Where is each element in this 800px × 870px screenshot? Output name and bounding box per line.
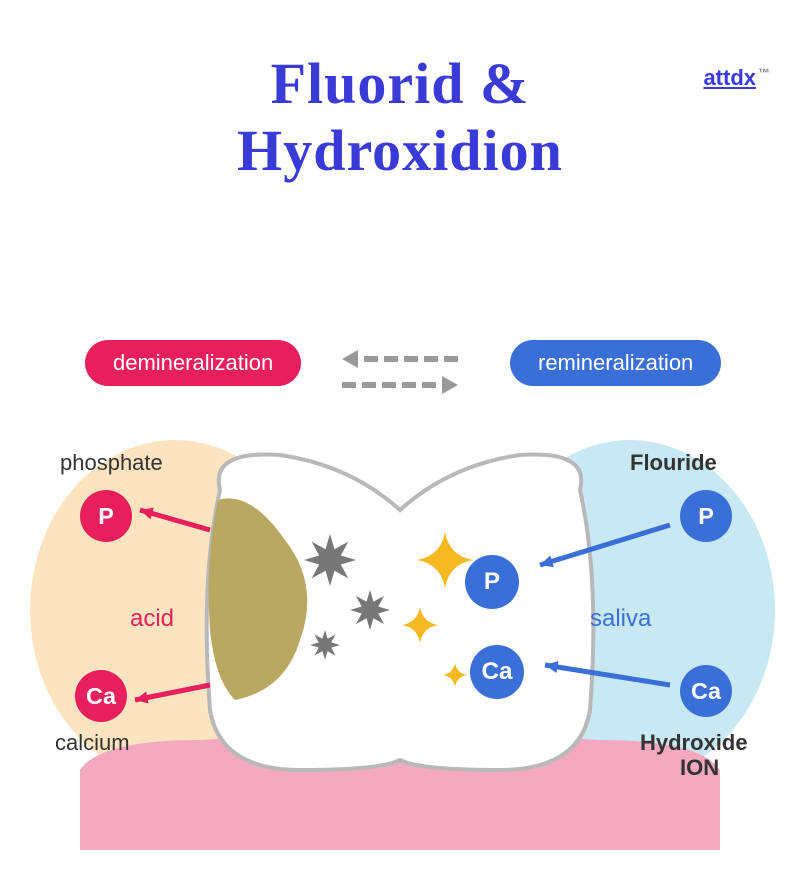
brand-name: attdx [703,65,756,90]
title-line-1: Fluorid & [0,50,800,117]
hydroxide-label: Hydroxide [640,730,748,756]
arrow-right [342,376,458,394]
main-title: Fluorid & Hydroxidion [0,50,800,184]
remineralization-pill: remineralization [510,340,721,386]
demineralization-pill: demineralization [85,340,301,386]
calcium-badge-left: Ca [75,670,127,722]
brand-tm: ™ [758,66,770,80]
phosphate-badge-inner: P [465,555,519,609]
ion-label: ION [680,755,719,781]
calcium-label: calcium [55,730,130,756]
brand-logo: attdx™ [703,65,770,91]
phosphate-badge-right: P [680,490,732,542]
phosphate-label: phosphate [60,450,163,476]
calcium-badge-right: Ca [680,665,732,717]
phosphate-badge-left: P [80,490,132,542]
exchange-arrows [342,350,458,394]
acid-label: acid [130,605,174,633]
flouride-label: Flouride [630,450,717,476]
saliva-label: saliva [590,605,651,633]
title-line-2: Hydroxidion [0,117,800,184]
calcium-badge-inner: Ca [470,645,524,699]
arrow-left [342,350,458,368]
